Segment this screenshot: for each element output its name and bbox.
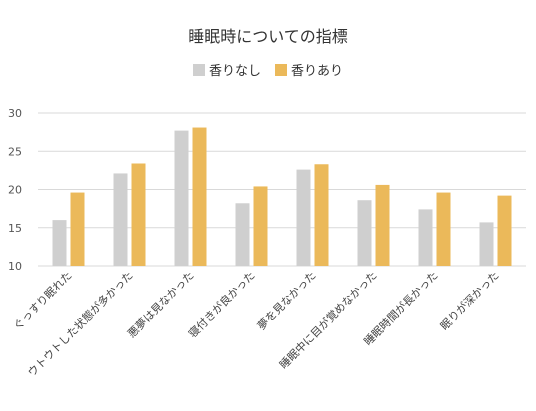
bar-no-scent xyxy=(418,209,433,266)
bar-no-scent xyxy=(296,169,311,266)
chart-title: 睡眠時についての指標 xyxy=(188,27,348,46)
bar-no-scent xyxy=(113,173,128,266)
bar-no-scent xyxy=(235,203,250,266)
y-tick-label: 15 xyxy=(8,222,22,235)
y-tick-label: 10 xyxy=(8,260,22,273)
bar-scent xyxy=(497,195,512,266)
y-tick-label: 30 xyxy=(8,107,22,120)
y-tick-label: 20 xyxy=(8,184,22,197)
x-category-label: 夢を見なかった xyxy=(255,269,319,333)
legend-item-scent: 香りあり xyxy=(275,60,343,79)
x-category-label: 睡眠中に目が覚めなかった xyxy=(276,268,379,371)
x-category-label: 寝付きが良かった xyxy=(185,268,257,340)
bar-scent xyxy=(314,164,329,266)
legend: 香りなし 香りあり xyxy=(0,60,536,79)
bar-no-scent xyxy=(52,220,67,266)
bar-scent xyxy=(131,163,146,266)
bar-no-scent xyxy=(479,222,494,266)
legend-label-scent: 香りあり xyxy=(291,64,344,79)
bar-scent xyxy=(70,192,85,266)
legend-swatch-no-scent xyxy=(192,63,205,76)
legend-item-no-scent: 香りなし xyxy=(192,60,261,79)
bar-scent xyxy=(253,186,268,266)
bar-scent xyxy=(192,127,207,266)
x-category-label: 眠りが深かった xyxy=(437,268,501,332)
bar-no-scent xyxy=(174,130,189,266)
bar-scent xyxy=(436,192,451,266)
bar-no-scent xyxy=(357,200,372,266)
bar-scent xyxy=(375,184,390,266)
x-category-label: ぐっすり眠れた xyxy=(11,269,75,333)
legend-swatch-scent xyxy=(275,63,287,76)
y-tick-label: 25 xyxy=(8,145,22,158)
x-category-label: 悪夢は見なかった xyxy=(125,269,196,340)
x-category-label: ウトウトした状態が多かった xyxy=(25,268,136,379)
legend-label-no-scent: 香りなし xyxy=(208,64,261,79)
